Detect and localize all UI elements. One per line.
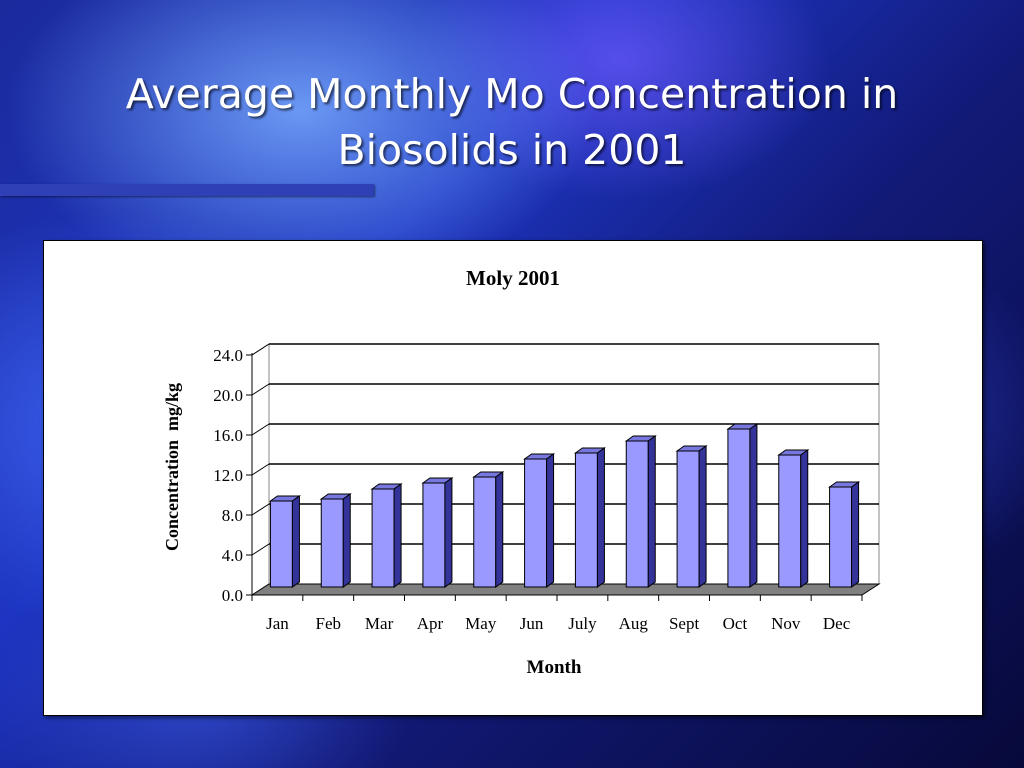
axes xyxy=(246,353,863,601)
bar xyxy=(573,447,606,588)
bar-side xyxy=(596,447,605,588)
x-tick-label: Nov xyxy=(771,614,801,633)
bar xyxy=(624,435,657,588)
bar xyxy=(675,445,708,588)
x-tick-label: July xyxy=(568,614,597,633)
x-tick-label: Apr xyxy=(417,614,444,633)
gridlines xyxy=(251,343,879,556)
bar-front xyxy=(574,452,598,588)
bar-chart: 0.0 4.0 8.0 12.0 16.0 20.0 24.0 Jan Feb Mar Apr May… xyxy=(162,266,881,678)
gridline-side xyxy=(251,463,270,476)
y-tick-label: 4.0 xyxy=(222,546,243,565)
y-tick-label: 20.0 xyxy=(213,386,243,405)
bar-front xyxy=(320,498,344,588)
x-tick-label: Aug xyxy=(619,614,649,633)
bar-side xyxy=(495,471,504,588)
bar-front xyxy=(524,458,548,588)
bar-front xyxy=(371,488,395,588)
y-tick-label: 0.0 xyxy=(222,586,243,605)
bar-side xyxy=(851,481,860,588)
y-tick-label: 8.0 xyxy=(222,506,243,525)
title-underline-bar xyxy=(0,184,374,196)
bar-side xyxy=(393,483,402,588)
bar-side xyxy=(698,445,707,588)
x-tick-label: Jun xyxy=(520,614,544,633)
bar xyxy=(472,471,505,588)
bar-side xyxy=(342,493,351,588)
bar-front xyxy=(778,454,802,588)
x-tick-label: Oct xyxy=(723,614,748,633)
chart-panel: 0.0 4.0 8.0 12.0 16.0 20.0 24.0 Jan Feb Mar Apr May… xyxy=(43,240,983,716)
bar-side xyxy=(749,423,758,588)
bar xyxy=(828,481,861,588)
bar-side xyxy=(647,435,656,588)
y-tick-label: 16.0 xyxy=(213,426,243,445)
chart-title: Moly 2001 xyxy=(466,266,560,290)
slide-title-line-1: Average Monthly Mo Concentration in xyxy=(125,70,899,118)
bar-side xyxy=(291,495,300,588)
x-tick-label: Dec xyxy=(823,614,851,633)
y-axis-title: Concentration mg/kg xyxy=(162,383,182,551)
bar-side xyxy=(444,477,453,588)
bar-side xyxy=(800,449,809,588)
bar-front xyxy=(829,486,853,588)
bar-front xyxy=(676,450,700,588)
x-tick-label: Sept xyxy=(669,614,700,633)
gridline-side xyxy=(251,383,270,396)
bar xyxy=(777,449,810,588)
bar-front xyxy=(269,500,293,588)
bar xyxy=(268,495,301,588)
bars xyxy=(268,423,861,588)
gridline-side xyxy=(251,543,270,556)
bar xyxy=(523,453,556,588)
slide-title-line-2: Biosolids in 2001 xyxy=(337,126,687,174)
gridline-side xyxy=(251,343,270,356)
x-axis-title: Month xyxy=(527,657,582,678)
bar xyxy=(319,493,352,588)
x-tick-label: Jan xyxy=(266,614,289,633)
bar-front xyxy=(727,428,751,588)
tick-labels: 0.0 4.0 8.0 12.0 16.0 20.0 24.0 Jan Feb Mar Apr May… xyxy=(213,346,850,633)
gridline-side xyxy=(251,503,270,516)
x-tick-label: May xyxy=(465,614,497,633)
bar-front xyxy=(625,440,649,588)
bar-side xyxy=(546,453,555,588)
y-tick-label: 12.0 xyxy=(213,466,243,485)
x-tick-label: Mar xyxy=(365,614,394,633)
bar-front xyxy=(473,476,497,588)
slide-title: Average Monthly Mo Concentration in Bios… xyxy=(0,66,1024,178)
bar xyxy=(726,423,759,588)
bar-front xyxy=(422,482,446,588)
gridline-side xyxy=(251,423,270,436)
bar xyxy=(370,483,403,588)
x-tick-label: Feb xyxy=(316,614,342,633)
bar xyxy=(421,477,454,588)
y-tick-label: 24.0 xyxy=(213,346,243,365)
